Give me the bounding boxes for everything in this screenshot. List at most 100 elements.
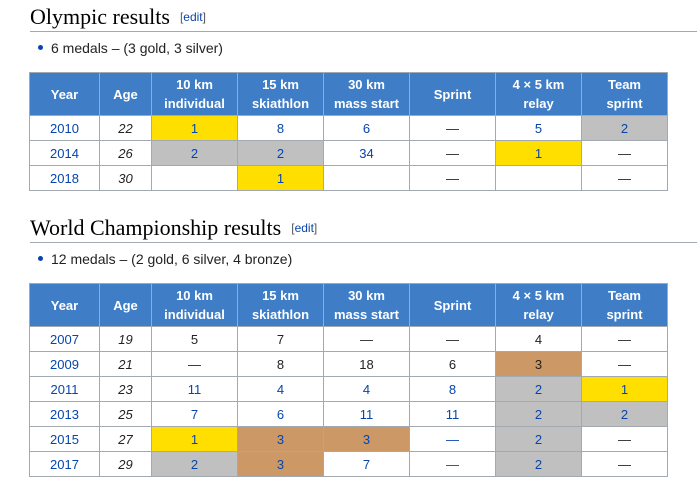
column-header-line2: individual <box>164 96 225 111</box>
result-cell[interactable]: 3 <box>237 451 324 477</box>
result-cell: — <box>151 351 238 377</box>
header-row: Year Age 10 km individual 15 km skiathlon 30 k… <box>29 72 668 116</box>
column-header-line2: mass start <box>333 96 400 111</box>
result-cell[interactable]: 2 <box>495 451 582 477</box>
result-cell[interactable]: 3 <box>237 426 324 452</box>
column-header-line1: 30 km <box>348 77 385 92</box>
column-header-line1: 10 km <box>176 288 213 303</box>
bracket-close: ] <box>202 10 206 24</box>
world-summary-text: 12 medals – (2 gold, 6 silver, 4 bronze) <box>51 251 293 267</box>
header-row: Year Age 10 km individual 15 km skiathlon 30 k… <box>29 283 668 327</box>
olympic-heading: Olympic results [edit] <box>30 4 206 30</box>
result-cell[interactable]: 2 <box>237 140 324 166</box>
column-header-line1: 30 km <box>348 288 385 303</box>
olympic-edit: [edit] <box>180 10 206 24</box>
result-cell[interactable]: 1 <box>237 165 324 191</box>
column-header-line1: Team <box>608 288 641 303</box>
result-cell[interactable]: 11 <box>323 401 410 427</box>
olympic-heading-rule <box>30 31 697 32</box>
year-cell[interactable]: 2017 <box>29 451 100 477</box>
result-cell[interactable]: 7 <box>151 401 238 427</box>
result-cell[interactable]: 4 <box>323 376 410 402</box>
result-cell: — <box>581 451 668 477</box>
olympic-edit-link[interactable]: edit <box>183 10 203 24</box>
column-header: 10 km individual <box>151 72 238 116</box>
result-cell[interactable]: 8 <box>237 115 324 141</box>
result-cell: — <box>409 426 496 452</box>
column-header-line2: individual <box>164 307 225 322</box>
table-row: 2017 29 2 3 7—2— <box>29 451 668 477</box>
column-header: 4 × 5 km relay <box>495 283 582 327</box>
table-row: 2015 27 1 3 3—2— <box>29 426 668 452</box>
column-header-line1: 4 × 5 km <box>512 77 565 92</box>
result-cell[interactable]: 2 <box>495 426 582 452</box>
result-cell: — <box>581 326 668 352</box>
result-cell: — <box>409 115 496 141</box>
bracket-open: [ <box>291 221 295 235</box>
result-cell[interactable]: 1 <box>151 115 238 141</box>
table-row: 2011 23 11 4 4 8 2 1 <box>29 376 668 402</box>
result-cell[interactable]: 34 <box>323 140 410 166</box>
result-cell[interactable]: 8 <box>409 376 496 402</box>
result-cell[interactable]: 2 <box>151 140 238 166</box>
result-cell[interactable]: 6 <box>237 401 324 427</box>
result-cell <box>151 165 238 191</box>
result-cell: 3 <box>495 351 582 377</box>
result-cell[interactable]: 7 <box>323 451 410 477</box>
result-cell: — <box>409 165 496 191</box>
table-row: 2014 26 2 2 34—1— <box>29 140 668 166</box>
result-cell[interactable]: 1 <box>151 426 238 452</box>
column-header-line2: skiathlon <box>251 96 310 111</box>
year-cell[interactable]: 2013 <box>29 401 100 427</box>
result-cell[interactable]: 2 <box>495 401 582 427</box>
result-cell: — <box>409 451 496 477</box>
column-header-line1: Team <box>608 77 641 92</box>
column-header: Year <box>29 72 100 116</box>
olympic-summary: 6 medals – (3 gold, 3 silver) <box>38 40 223 56</box>
result-cell: 8 <box>237 351 324 377</box>
result-cell[interactable]: 3 <box>323 426 410 452</box>
column-header-line1: Year <box>50 297 79 313</box>
result-cell[interactable]: 1 <box>581 376 668 402</box>
result-cell[interactable]: 5 <box>495 115 582 141</box>
result-cell[interactable]: 11 <box>151 376 238 402</box>
result-cell[interactable]: 2 <box>151 451 238 477</box>
column-header: Age <box>99 283 152 327</box>
result-cell[interactable]: 4 <box>237 376 324 402</box>
year-cell[interactable]: 2011 <box>29 376 100 402</box>
column-header: 10 km individual <box>151 283 238 327</box>
year-cell[interactable]: 2018 <box>29 165 100 191</box>
year-cell[interactable]: 2007 <box>29 326 100 352</box>
column-header-line1: 4 × 5 km <box>512 288 565 303</box>
world-heading-rule <box>30 242 697 243</box>
result-cell: 7 <box>237 326 324 352</box>
olympic-summary-text: 6 medals – (3 gold, 3 silver) <box>51 40 223 56</box>
year-cell[interactable]: 2015 <box>29 426 100 452</box>
olympic-title: Olympic results <box>30 4 170 29</box>
column-header: 15 km skiathlon <box>237 72 324 116</box>
year-cell[interactable]: 2010 <box>29 115 100 141</box>
column-header-line2: skiathlon <box>251 307 310 322</box>
year-cell[interactable]: 2014 <box>29 140 100 166</box>
result-cell[interactable]: 1 <box>495 140 582 166</box>
world-results-table: Year Age 10 km individual 15 km skiathlon 30 k… <box>29 283 668 477</box>
column-header-line1: Sprint <box>433 297 472 313</box>
year-cell[interactable]: 2009 <box>29 351 100 377</box>
result-cell[interactable]: 2 <box>581 115 668 141</box>
column-header: Sprint <box>409 72 496 116</box>
column-header-line1: 15 km <box>262 288 299 303</box>
result-cell: — <box>409 326 496 352</box>
result-cell[interactable]: 6 <box>323 115 410 141</box>
column-header-line2: sprint <box>606 96 643 111</box>
result-cell: — <box>581 140 668 166</box>
result-cell[interactable]: 11 <box>409 401 496 427</box>
olympic-results-table: Year Age 10 km individual 15 km skiathlon 30 k… <box>29 72 668 191</box>
table-row: 2013 25 7 6 11 11 2 2 <box>29 401 668 427</box>
result-cell[interactable]: 2 <box>581 401 668 427</box>
result-cell[interactable]: 2 <box>495 376 582 402</box>
world-title: World Championship results <box>30 215 282 240</box>
world-edit-link[interactable]: edit <box>294 221 314 235</box>
column-header-line1: Age <box>113 86 138 102</box>
result-cell: 5 <box>151 326 238 352</box>
column-header: Team sprint <box>581 72 668 116</box>
